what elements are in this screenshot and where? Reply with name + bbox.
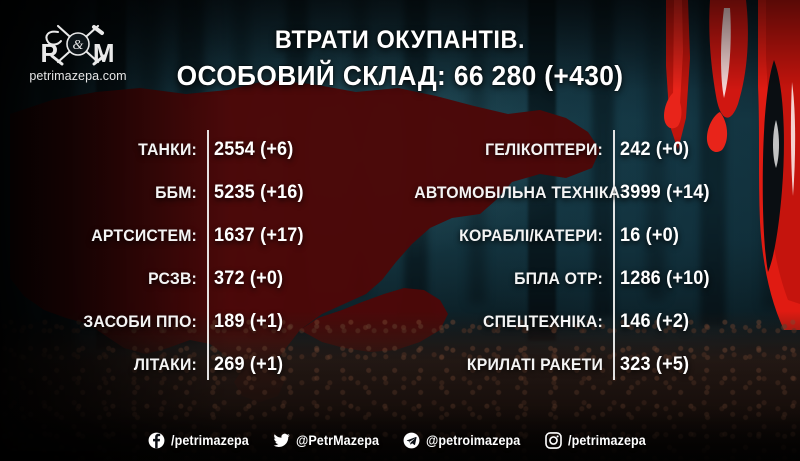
stat-label: АРТСИСТЕМ:	[91, 225, 197, 245]
column-divider-left	[207, 130, 209, 380]
stat-value: 189 (+1)	[214, 310, 284, 332]
table-row: КОРАБЛІ/КАТЕРИ: 16 (+0)	[400, 215, 800, 257]
stat-label: РСЗВ:	[148, 268, 197, 288]
social-link-twitter[interactable]: @PetrMazepa	[273, 432, 385, 449]
stat-value: 269 (+1)	[214, 353, 284, 375]
stat-value: 16 (+0)	[620, 224, 680, 246]
stat-label: ЛІТАКИ:	[133, 354, 197, 374]
column-divider-right	[613, 130, 615, 380]
stat-value: 3999 (+14)	[620, 181, 710, 203]
stat-label: КРИЛАТІ РАКЕТИ	[466, 354, 603, 374]
headline-line-1: ВТРАТИ ОКУПАНТІВ.	[274, 26, 526, 54]
social-links-bar: /petrimazepa @PetrMazepa @petroimazepa /…	[0, 432, 800, 449]
social-link-instagram[interactable]: /petrimazepa	[545, 432, 652, 449]
stat-value: 5235 (+16)	[214, 181, 304, 203]
table-row: АВТОМОБІЛЬНА ТЕХНІКА: 3999 (+14)	[400, 172, 800, 214]
stat-label: ББМ:	[155, 182, 197, 202]
social-handle: @petroimazepa	[425, 433, 521, 448]
table-row: ЛІТАКИ: 269 (+1)	[0, 344, 400, 386]
stat-label: СПЕЦТЕХНІКА:	[483, 311, 603, 331]
telegram-icon	[403, 432, 420, 449]
stats-column-left: ТАНКИ: 2554 (+6) ББМ: 5235 (+16) АРТСИСТ…	[0, 128, 400, 386]
stat-value: 2554 (+6)	[214, 138, 294, 160]
stat-value: 372 (+0)	[214, 267, 284, 289]
logo-website-url[interactable]: petrimazepa.com	[29, 69, 127, 83]
logo-initials: P M	[18, 22, 138, 68]
svg-text:&: &	[73, 38, 84, 53]
crossed-sabres-icon: & P M	[18, 22, 138, 68]
stat-value: 242 (+0)	[620, 138, 690, 160]
table-row: БПЛА ОТР: 1286 (+10)	[400, 258, 800, 300]
twitter-icon	[273, 433, 290, 447]
social-handle: /petrimazepa	[568, 433, 647, 448]
table-row: ГЕЛІКОПТЕРИ: 242 (+0)	[400, 129, 800, 171]
logo-letter-p: P	[40, 38, 59, 68]
headline-block: ВТРАТИ ОКУПАНТІВ. ОСОБОВИЙ СКЛАД: 66 280…	[0, 26, 800, 92]
social-link-facebook[interactable]: /petrimazepa	[148, 432, 255, 449]
facebook-icon	[148, 432, 165, 449]
brand-logo[interactable]: & P M petrimazepa.com	[18, 22, 138, 90]
stat-value: 1286 (+10)	[620, 267, 710, 289]
social-handle: @PetrMazepa	[295, 433, 379, 448]
headline-line-2: ОСОБОВИЙ СКЛАД: 66 280 (+430)	[176, 59, 624, 91]
stats-column-right: ГЕЛІКОПТЕРИ: 242 (+0) АВТОМОБІЛЬНА ТЕХНІ…	[400, 128, 800, 386]
stat-label: ГЕЛІКОПТЕРИ:	[485, 139, 603, 159]
table-row: СПЕЦТЕХНІКА: 146 (+2)	[400, 301, 800, 343]
stat-label: КОРАБЛІ/КАТЕРИ:	[459, 225, 603, 245]
social-handle: /petrimazepa	[170, 433, 249, 448]
stat-label: ЗАСОБИ ППО:	[83, 311, 197, 331]
stat-label: БПЛА ОТР:	[514, 268, 603, 288]
table-row: КРИЛАТІ РАКЕТИ 323 (+5)	[400, 344, 800, 386]
stat-label: ТАНКИ:	[138, 139, 197, 159]
bottom-vignette	[0, 341, 800, 461]
table-row: ББМ: 5235 (+16)	[0, 172, 400, 214]
stat-value: 1637 (+17)	[214, 224, 304, 246]
table-row: ЗАСОБИ ППО: 189 (+1)	[0, 301, 400, 343]
stat-value: 323 (+5)	[620, 353, 690, 375]
logo-letter-m: M	[92, 38, 116, 68]
social-link-telegram[interactable]: @petroimazepa	[403, 432, 528, 449]
table-row: ТАНКИ: 2554 (+6)	[0, 129, 400, 171]
stat-label: АВТОМОБІЛЬНА ТЕХНІКА:	[414, 182, 626, 202]
statistics-grid: ТАНКИ: 2554 (+6) ББМ: 5235 (+16) АРТСИСТ…	[0, 128, 800, 386]
instagram-icon	[545, 432, 563, 449]
table-row: АРТСИСТЕМ: 1637 (+17)	[0, 215, 400, 257]
stat-value: 146 (+2)	[620, 310, 690, 332]
table-row: РСЗВ: 372 (+0)	[0, 258, 400, 300]
